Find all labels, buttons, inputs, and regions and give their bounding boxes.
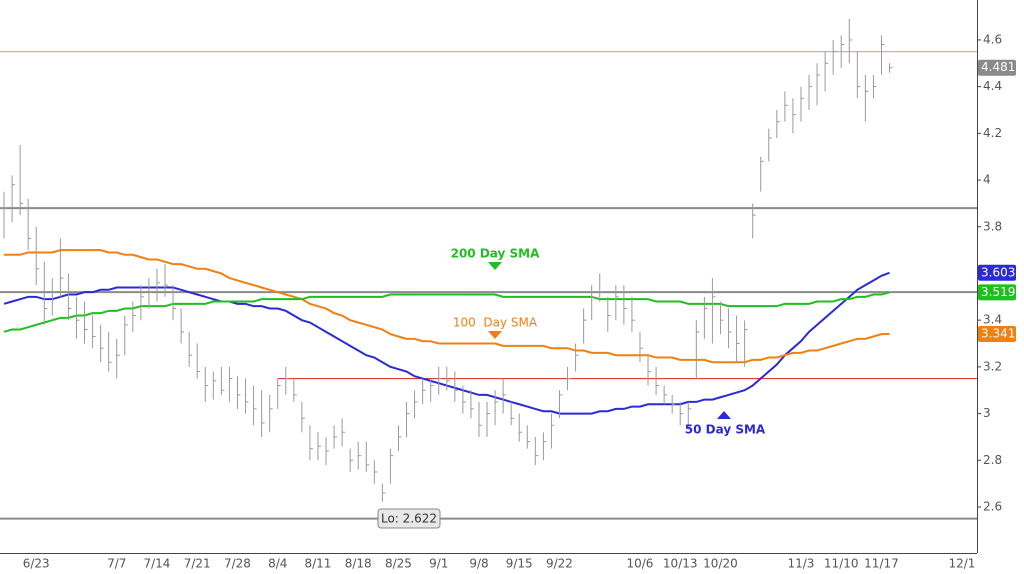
value-tag — [978, 325, 1016, 342]
y-tick-label: 2.6 — [983, 499, 1002, 513]
price-bars — [3, 18, 893, 502]
value-tag-label: 4.481 — [981, 60, 1015, 74]
y-tick-label: 3.8 — [983, 219, 1002, 233]
value-tag — [978, 284, 1016, 301]
y-tick-label: 4.2 — [983, 126, 1002, 140]
sma-line — [4, 249, 890, 364]
value-tag — [978, 264, 1016, 281]
x-tick-label: 7/28 — [224, 557, 251, 571]
value-tag — [978, 59, 1016, 76]
sma-label: 200 Day SMA — [451, 247, 541, 261]
x-tick-label: 9/15 — [506, 557, 533, 571]
x-tick-label: 11/3 — [787, 557, 814, 571]
value-tag-label: 3.341 — [981, 326, 1015, 340]
x-tick-label: 8/25 — [385, 557, 412, 571]
x-tick-label: 12/1 — [948, 557, 975, 571]
arrow-marker — [488, 262, 502, 270]
x-tick-label: 11/17 — [864, 557, 899, 571]
y-tick-label: 3.4 — [983, 313, 1002, 327]
x-tick-label: 9/8 — [469, 557, 488, 571]
x-tick-label: 8/18 — [345, 557, 372, 571]
low-label: Lo: 2.622 — [381, 512, 437, 526]
x-tick-label: 8/11 — [304, 557, 331, 571]
x-tick-label: 7/14 — [143, 557, 170, 571]
x-tick-label: 6/23 — [23, 557, 50, 571]
y-tick-label: 4 — [983, 173, 991, 187]
x-tick-label: 8/4 — [268, 557, 287, 571]
low-label-box — [377, 508, 441, 529]
sma-label: 50 Day SMA — [685, 423, 766, 437]
x-tick-label: 10/20 — [703, 557, 738, 571]
sma-label: 100 Day SMA — [453, 316, 538, 330]
x-tick-label: 10/6 — [626, 557, 653, 571]
reference-lines — [0, 51, 977, 520]
axes: 2.6 2.8 3 3.2 3.4 3.8 4 4.2 4.4 4.6 6/23 7/7 7/14 7/2… — [23, 32, 1002, 570]
arrow-marker — [488, 331, 502, 339]
x-tick-label: 10/13 — [663, 557, 698, 571]
x-tick-label: 11/10 — [824, 557, 859, 571]
value-tag-label: 3.519 — [981, 285, 1015, 299]
y-tick-label: 3.2 — [983, 359, 1002, 373]
x-tick-label: 9/1 — [429, 557, 448, 571]
x-tick-label: 7/7 — [107, 557, 126, 571]
y-tick-label: 4.6 — [983, 32, 1002, 46]
value-tag-label: 3.603 — [981, 265, 1015, 279]
price-labels: 4.481 3.603 3.341 3.519 — [978, 59, 1016, 342]
y-tick-label: 3 — [983, 406, 991, 420]
x-tick-label: 9/22 — [546, 557, 573, 571]
sma-line — [3, 291, 890, 333]
y-tick-label: 2.8 — [983, 453, 1002, 467]
y-tick-label: 4.4 — [983, 79, 1002, 93]
x-tick-label: 7/21 — [184, 557, 211, 571]
arrow-marker — [717, 411, 731, 419]
